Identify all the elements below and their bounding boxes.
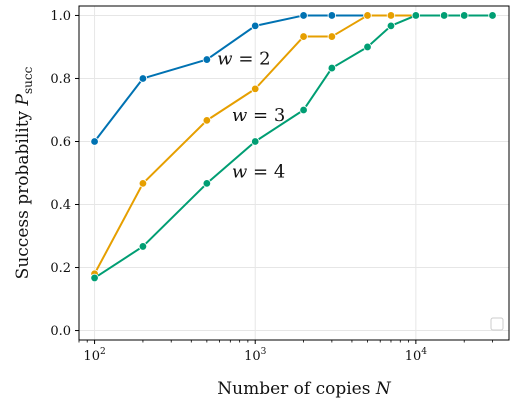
data-point-w4 [439, 11, 449, 20]
data-point-w3 [386, 11, 396, 20]
x-tick-label: 104 [405, 347, 428, 364]
annotation-w4: w = 4 [232, 162, 285, 183]
y-tick-label: 0.0 [50, 324, 71, 339]
data-point-w4 [363, 42, 372, 52]
data-point-w4 [327, 63, 337, 73]
y-axis-label: Success probability Psucc [13, 66, 35, 279]
data-point-w4 [460, 11, 469, 20]
x-minor-ticks [78, 340, 493, 343]
data-point-w3 [251, 84, 260, 94]
data-point-w3 [202, 116, 212, 125]
x-tick-label: 103 [244, 347, 267, 364]
data-point-w3 [299, 32, 308, 41]
data-point-w4 [299, 105, 308, 115]
y-tick-label: 0.4 [50, 198, 71, 213]
data-point-w4 [386, 21, 396, 31]
data-point-w4 [488, 11, 497, 20]
data-point-w3 [138, 179, 148, 188]
legend-box [490, 317, 504, 331]
data-point-w4 [251, 137, 260, 146]
data-point-w4 [90, 273, 99, 283]
annotation-w2: w = 2 [217, 48, 270, 69]
data-point-w2 [202, 55, 212, 64]
data-point-w2 [251, 21, 260, 31]
series-line-w4 [94, 14, 493, 279]
data-point-w2 [327, 11, 337, 20]
data-point-w3 [363, 11, 372, 20]
y-tick-label: 0.8 [50, 72, 71, 87]
plot-frame [78, 5, 510, 341]
data-point-w2 [138, 74, 148, 83]
grid-lines [79, 6, 509, 340]
y-tick-label: 1.0 [50, 9, 71, 24]
y-tick-label: 0.2 [50, 261, 71, 276]
y-tick-label: 0.6 [50, 135, 71, 150]
data-point-w4 [411, 11, 421, 20]
data-point-w2 [90, 137, 99, 146]
data-point-w3 [327, 32, 337, 41]
data-point-w2 [299, 11, 308, 20]
data-point-w4 [138, 242, 148, 251]
series-w4 [90, 11, 497, 283]
x-tick-label: 102 [83, 347, 105, 364]
x-axis-label: Number of copies N [217, 379, 392, 399]
data-point-w4 [202, 179, 212, 188]
y-axis: 0.0 0.2 0.4 0.6 0.8 1.0 [50, 9, 79, 339]
x-axis: 102 103 104 [83, 340, 427, 364]
annotation-w3: w = 3 [232, 105, 285, 126]
